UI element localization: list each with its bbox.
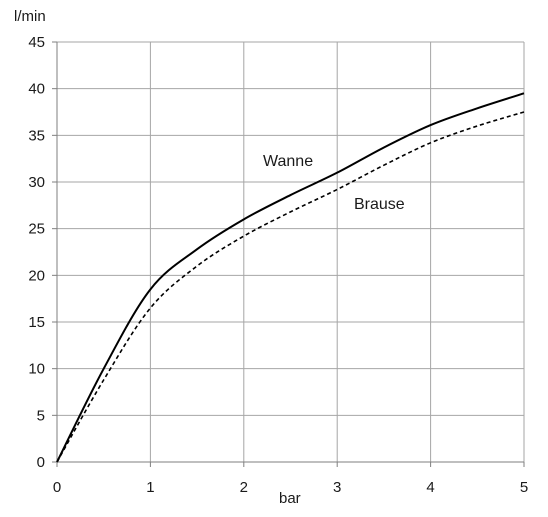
y-tick-labels: 0 5 10 15 20 25 30 35 40 45 — [28, 34, 45, 471]
y-axis-label: l/min — [14, 8, 46, 25]
x-tick-label: 2 — [240, 479, 248, 496]
y-tick-label: 0 — [37, 454, 45, 471]
y-tick-label: 35 — [28, 127, 45, 144]
axes — [52, 41, 525, 467]
series-lines — [56, 92, 525, 463]
y-tick-label: 15 — [28, 314, 45, 331]
series-line-brause — [56, 111, 525, 463]
x-tick-label: 1 — [146, 479, 154, 496]
x-tick-label: 5 — [520, 479, 528, 496]
x-tick-label: 3 — [333, 479, 341, 496]
y-tick-label: 5 — [37, 407, 45, 424]
grid-lines — [57, 41, 525, 462]
x-tick-label: 0 — [53, 479, 61, 496]
y-tick-label: 45 — [28, 34, 45, 51]
x-tick-label: 4 — [426, 479, 434, 496]
y-tick-label: 25 — [28, 221, 45, 238]
x-tick-labels: 0 1 2 3 4 5 — [53, 479, 528, 496]
y-tick-label: 10 — [28, 361, 45, 378]
y-tick-label: 40 — [28, 81, 45, 98]
series-line-wanne — [56, 92, 525, 463]
series-label-brause: Brause — [354, 196, 405, 213]
series-label-wanne: Wanne — [263, 153, 313, 170]
y-tick-label: 30 — [28, 174, 45, 191]
x-axis-label: bar — [279, 490, 301, 507]
y-tick-label: 20 — [28, 267, 45, 284]
